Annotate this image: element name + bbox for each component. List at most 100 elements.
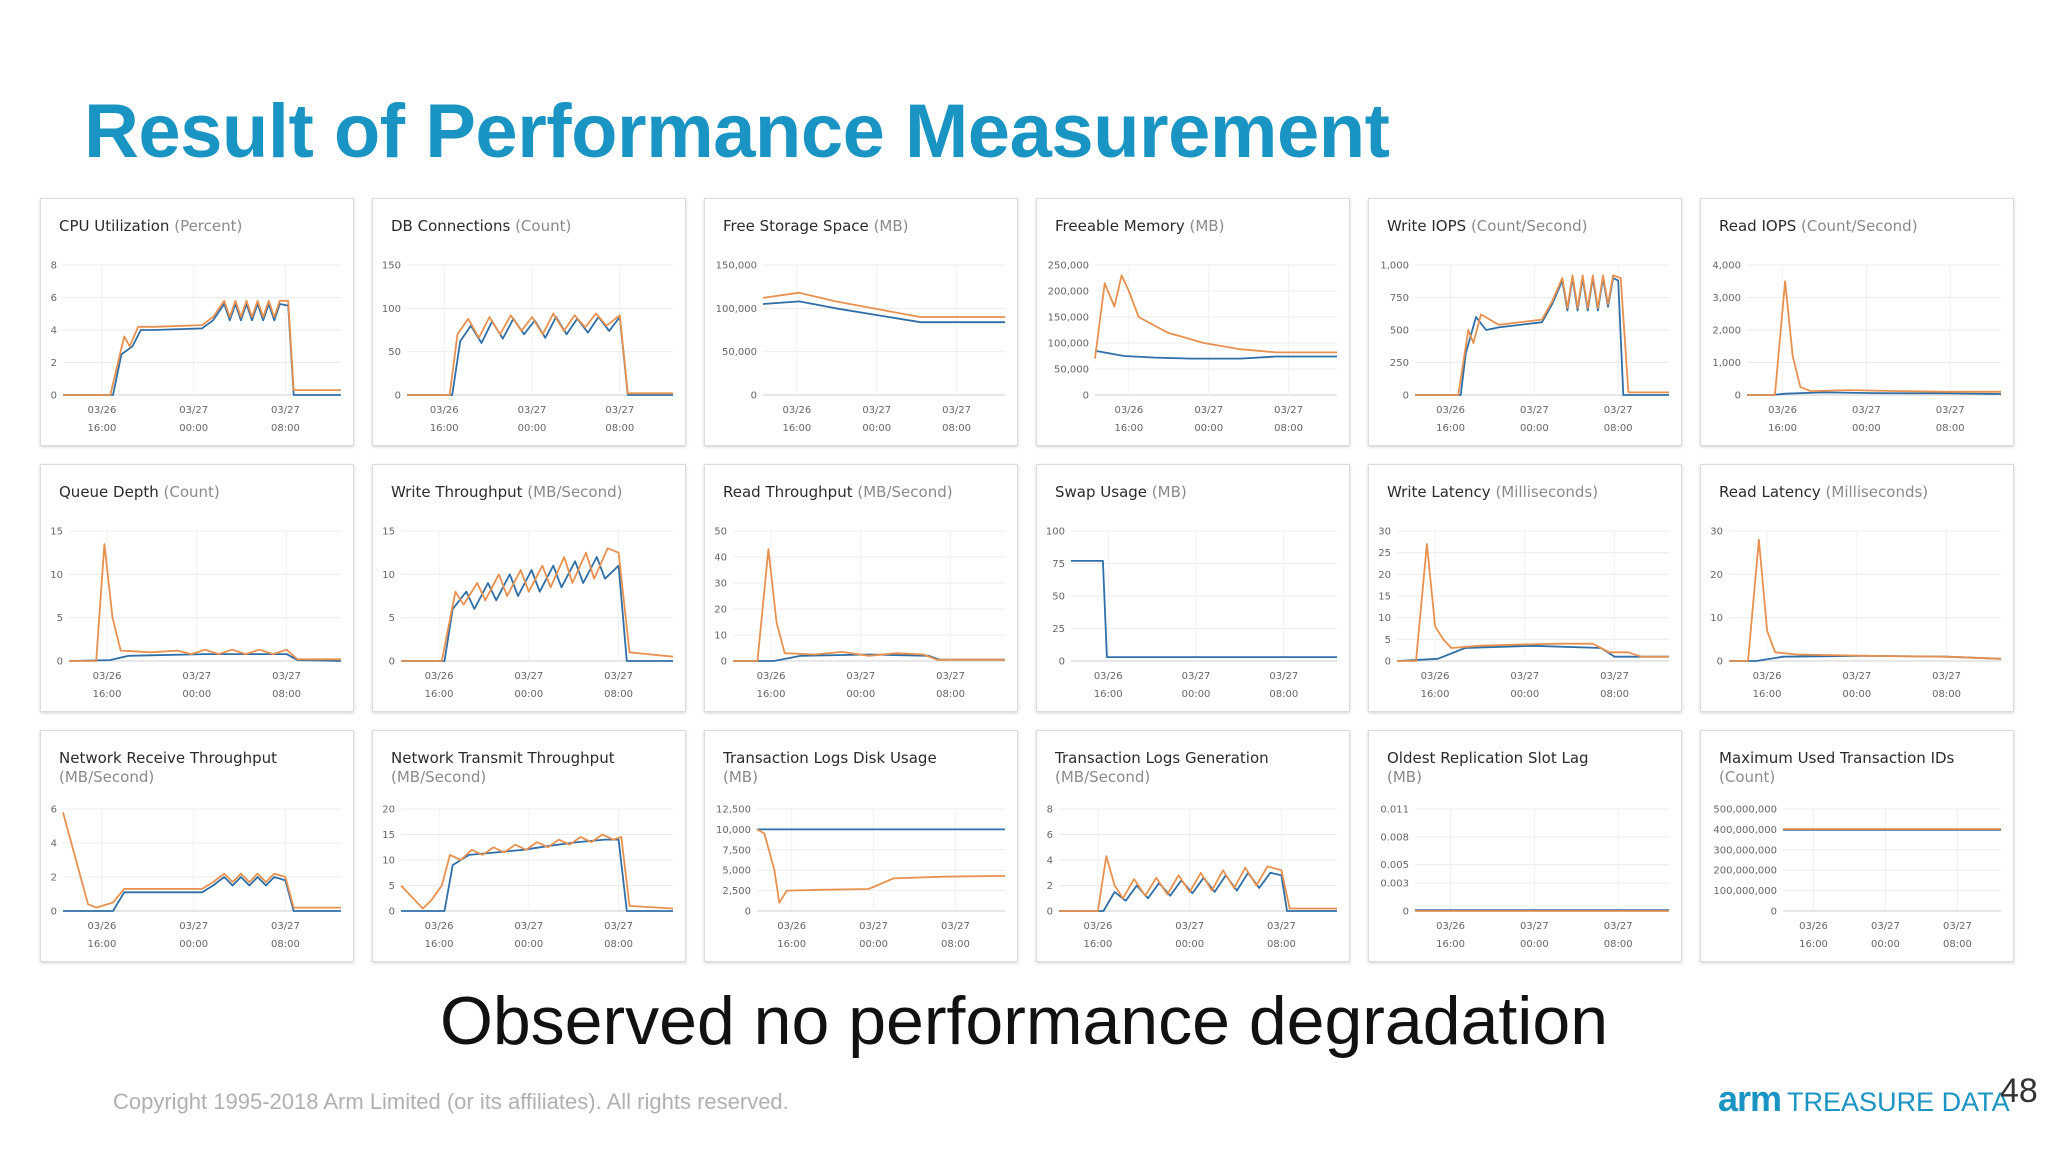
panel-unit-text: (Milliseconds): [1825, 483, 1929, 501]
x-tick-time: 08:00: [1932, 689, 1961, 700]
x-tick-date: 03/27: [1269, 671, 1298, 682]
metric-panel: Write Throughput (MB/Second) 0 5 10 15 03/26 1…: [372, 464, 686, 712]
metric-panel: Transaction Logs Disk Usage (MB) 0 2,500 5,0…: [704, 730, 1018, 962]
panel-unit-text: (Count/Second): [1801, 217, 1918, 235]
panel-title: Queue Depth (Count): [59, 483, 339, 502]
line-chart: 0 5 10 15 03/26 16:00 03/27 00:00 03/27 08:00: [382, 527, 674, 700]
x-tick-time: 08:00: [1604, 939, 1633, 950]
x-tick-time: 16:00: [1799, 939, 1828, 950]
y-tick-label: 1,000: [1380, 261, 1409, 272]
x-tick-date: 03/27: [1600, 671, 1629, 682]
y-tick-label: 10: [1378, 613, 1391, 624]
y-tick-label: 0: [1403, 907, 1409, 918]
x-tick-time: 00:00: [514, 689, 543, 700]
x-tick-date: 03/27: [179, 405, 208, 416]
panel-title: Maximum Used Transaction IDs (Count): [1719, 749, 1999, 787]
y-tick-label: 10: [382, 856, 395, 867]
panel-unit-text: (MB): [723, 768, 758, 786]
x-tick-time: 16:00: [425, 939, 454, 950]
y-tick-label: 20: [382, 805, 395, 816]
y-tick-label: 10: [1710, 613, 1723, 624]
panel-unit-text: (MB/Second): [527, 483, 623, 501]
panel-title: Write Throughput (MB/Second): [391, 483, 671, 502]
panel-unit-text: (MB/Second): [1055, 768, 1151, 786]
x-tick-time: 16:00: [757, 689, 786, 700]
panel-title-text: Free Storage Space: [723, 217, 869, 235]
metric-panel: Swap Usage (MB) 0 25 50 75 100 03/26 16:00 03/27…: [1036, 464, 1350, 712]
series-line-1: [1415, 277, 1669, 396]
y-tick-label: 5: [389, 881, 395, 892]
y-tick-label: 400,000,000: [1713, 825, 1777, 836]
panel-unit-text: (MB/Second): [59, 768, 155, 786]
x-tick-date: 03/27: [1936, 405, 1965, 416]
x-tick-time: 16:00: [782, 423, 811, 434]
x-tick-time: 00:00: [179, 423, 208, 434]
x-tick-date: 03/27: [1194, 405, 1223, 416]
metric-panel: Maximum Used Transaction IDs (Count) 0 100,…: [1700, 730, 2014, 962]
x-tick-time: 00:00: [1510, 689, 1539, 700]
y-tick-label: 50,000: [722, 347, 757, 358]
series-line-1: [1094, 349, 1337, 360]
y-tick-label: 25: [1052, 624, 1065, 635]
series-line-2: [756, 828, 1006, 904]
y-tick-label: 150,000: [1048, 313, 1089, 324]
y-tick-label: 2: [1047, 881, 1053, 892]
metrics-grid: CPU Utilization (Percent) 0 2 4 6 8 03/26 16:00…: [40, 198, 2018, 962]
x-tick-date: 03/26: [757, 671, 786, 682]
x-tick-time: 16:00: [1421, 689, 1450, 700]
x-tick-time: 08:00: [1600, 689, 1629, 700]
y-tick-label: 20: [714, 605, 727, 616]
metric-panel: Transaction Logs Generation (MB/Second) 0 2…: [1036, 730, 1350, 962]
line-chart: 0 2 4 6 8 03/26 16:00 03/27 00:00 03/27 08:00: [51, 261, 341, 434]
x-tick-date: 03/27: [1175, 921, 1204, 932]
series-line-2: [63, 299, 341, 396]
x-tick-time: 16:00: [1753, 689, 1782, 700]
x-tick-time: 16:00: [430, 423, 459, 434]
series-line-1: [1396, 644, 1669, 662]
y-tick-label: 15: [382, 830, 395, 841]
y-tick-label: 0: [1717, 657, 1723, 668]
x-tick-date: 03/27: [179, 921, 208, 932]
panel-title-text: Maximum Used Transaction IDs: [1719, 749, 1955, 767]
series-line-1: [1071, 560, 1337, 659]
line-chart: 0 50,000 100,000 150,000 03/26 16:00 03/27 00:0…: [716, 261, 1005, 434]
y-tick-label: 2,500: [722, 886, 751, 897]
x-tick-date: 03/27: [1274, 405, 1303, 416]
series-line-2: [1747, 280, 2001, 396]
x-tick-date: 03/27: [1604, 405, 1633, 416]
panel-title: Read Throughput (MB/Second): [723, 483, 1003, 502]
y-tick-label: 4,000: [1712, 261, 1741, 272]
line-chart: 0 2 4 6 03/26 16:00 03/27 00:00 03/27 08:00: [51, 805, 341, 950]
y-tick-label: 5: [57, 613, 63, 624]
panel-title: Swap Usage (MB): [1055, 483, 1335, 502]
y-tick-label: 250,000: [1048, 261, 1089, 272]
y-tick-label: 15: [50, 527, 63, 538]
x-tick-time: 08:00: [936, 689, 965, 700]
series-line-2: [762, 291, 1005, 318]
y-tick-label: 4: [1047, 856, 1053, 867]
x-tick-date: 03/26: [1084, 921, 1113, 932]
x-tick-time: 08:00: [1943, 939, 1972, 950]
x-tick-time: 16:00: [1084, 939, 1113, 950]
y-tick-label: 200,000: [1048, 287, 1089, 298]
y-tick-label: 100,000,000: [1713, 886, 1777, 897]
x-tick-date: 03/27: [604, 921, 633, 932]
panel-unit-text: (Count): [515, 217, 572, 235]
logo-arm-text: arm: [1718, 1078, 1782, 1119]
y-tick-label: 20: [1378, 570, 1391, 581]
x-tick-date: 03/27: [1871, 921, 1900, 932]
x-tick-time: 16:00: [93, 689, 122, 700]
y-tick-label: 12,500: [716, 805, 751, 816]
panel-title-text: Write Latency: [1387, 483, 1491, 501]
x-tick-time: 16:00: [1436, 939, 1465, 950]
y-tick-label: 0: [389, 907, 395, 918]
panel-title-text: Network Receive Throughput: [59, 749, 278, 767]
x-tick-date: 03/26: [782, 405, 811, 416]
x-tick-date: 03/27: [271, 405, 300, 416]
series-line-2: [1729, 538, 2002, 662]
x-tick-date: 03/26: [1753, 671, 1782, 682]
y-tick-label: 8: [1047, 805, 1053, 816]
x-tick-time: 16:00: [1436, 423, 1465, 434]
line-chart: 0 100,000,000 200,000,000 300,000,000 400,00…: [1713, 805, 2001, 950]
panel-title-text: Freeable Memory: [1055, 217, 1185, 235]
